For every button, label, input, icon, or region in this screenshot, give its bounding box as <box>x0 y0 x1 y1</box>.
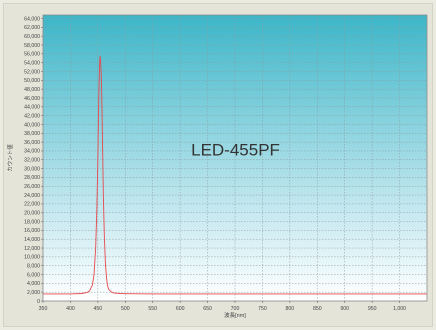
y-tick-label: 14,000 <box>24 237 40 243</box>
y-tick-label: 6,000 <box>27 272 40 278</box>
x-tick-label: 550 <box>148 306 157 312</box>
x-tick-label: 1,000 <box>393 306 406 312</box>
x-tick-label: 650 <box>203 306 212 312</box>
x-tick-label: 400 <box>66 306 75 312</box>
y-tick-label: 22,000 <box>24 202 40 208</box>
y-tick-label: 30,000 <box>24 166 40 172</box>
x-tick-label: 700 <box>231 306 240 312</box>
series-layer <box>43 55 427 295</box>
y-tick-label: 56,000 <box>24 52 40 58</box>
y-tick-label: 54,000 <box>24 60 40 66</box>
y-tick-label: 28,000 <box>24 175 40 181</box>
x-tick-label: 800 <box>286 306 295 312</box>
y-tick-label: 36,000 <box>24 140 40 146</box>
spectrum-chart: 0 2,000 4,000 6,000 8,000 10,000 12,000 14,000 1… <box>6 14 428 319</box>
y-tick-label: 38,000 <box>24 131 40 137</box>
y-tick-label: 64,000 <box>24 16 40 22</box>
x-tick-label: 850 <box>313 306 322 312</box>
y-tick-label: 40,000 <box>24 122 40 128</box>
y-tick-label: 44,000 <box>24 105 40 111</box>
x-tick-label: 450 <box>94 306 103 312</box>
y-tick-label: 62,000 <box>24 25 40 31</box>
y-tick-label: 50,000 <box>24 78 40 84</box>
y-tick-label: 16,000 <box>24 228 40 234</box>
y-tick-label: 20,000 <box>24 211 40 217</box>
y-tick-label: 12,000 <box>24 246 40 252</box>
x-tick-label: 600 <box>176 306 185 312</box>
y-tick-label: 34,000 <box>24 149 40 155</box>
y-tick-label: 10,000 <box>24 255 40 261</box>
y-tick-label: 46,000 <box>24 96 40 102</box>
y-tick-label: 26,000 <box>24 184 40 190</box>
y-tick-label: 4,000 <box>27 281 40 287</box>
x-tick-label: 900 <box>340 306 349 312</box>
y-tick-label: 42,000 <box>24 113 40 119</box>
y-tick-label: 0 <box>37 299 40 305</box>
x-tick-label: 350 <box>39 306 48 312</box>
y-tick-label: 2,000 <box>27 290 40 296</box>
y-tick-label: 60,000 <box>24 34 40 40</box>
y-axis-label: カウント値 <box>6 144 14 172</box>
x-axis-label: 波長[nm] <box>224 311 246 319</box>
plot-border <box>42 14 428 302</box>
y-axis-ticks: 0 2,000 4,000 6,000 8,000 10,000 12,000 14,000 1… <box>24 16 43 305</box>
x-tick-label: 950 <box>368 306 377 312</box>
y-tick-label: 8,000 <box>27 263 40 269</box>
y-tick-label: 58,000 <box>24 43 40 49</box>
y-tick-label: 48,000 <box>24 87 40 93</box>
series-line <box>43 55 427 295</box>
x-tick-label: 500 <box>121 306 130 312</box>
y-tick-label: 32,000 <box>24 158 40 164</box>
x-tick-label: 750 <box>258 306 267 312</box>
y-tick-label: 18,000 <box>24 219 40 225</box>
chart-annotation: LED-455PF <box>191 140 280 159</box>
x-axis-ticks: 350 400 450 500 550 600 650 700 750 800 850 900 950 1… <box>39 301 406 312</box>
grid <box>42 15 427 302</box>
y-tick-label: 24,000 <box>24 193 40 199</box>
y-tick-label: 52,000 <box>24 69 40 75</box>
chart-frame: 0 2,000 4,000 6,000 8,000 10,000 12,000 14,000 1… <box>3 3 433 327</box>
